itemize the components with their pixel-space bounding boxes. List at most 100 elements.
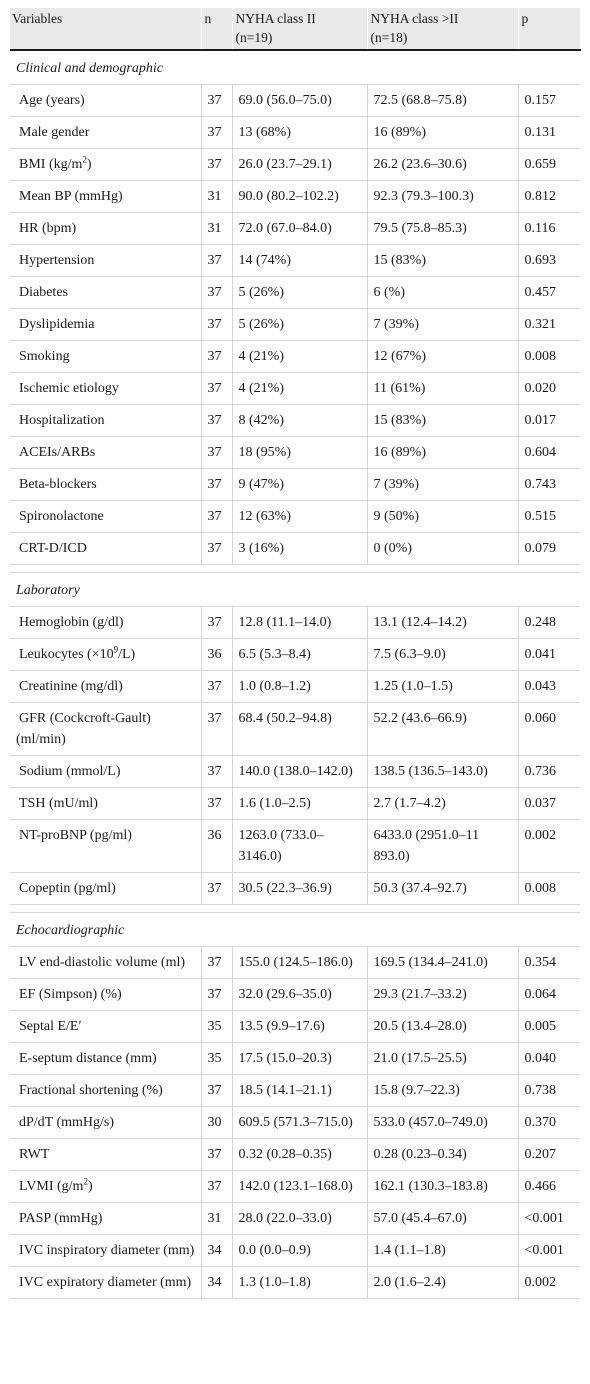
row-label: PASP (mmHg) [10, 1202, 202, 1235]
row-label: NT-proBNP (pg/ml) [10, 819, 202, 873]
table-row: Dyslipidemia 37 5 (26%) 7 (39%) 0.321 [10, 308, 580, 341]
cell-nyha-class-2: 13 (68%) [232, 116, 368, 149]
table-row: Copeptin (pg/ml) 37 30.5 (22.3–36.9) 50.3 (… [10, 872, 580, 905]
row-label-text: PASP (mmHg) [19, 1211, 103, 1226]
row-label-text: Ischemic etiology [19, 381, 119, 396]
table-row: Smoking 37 4 (21%) 12 (67%) 0.008 [10, 340, 580, 373]
cell-nyha-class-2: 26.0 (23.7–29.1) [232, 148, 368, 181]
cell-p-value: 0.207 [518, 1138, 580, 1171]
row-label: Dyslipidemia [10, 308, 202, 341]
cell-p-value: 0.002 [518, 1266, 580, 1299]
cell-nyha-class-2: 30.5 (22.3–36.9) [232, 872, 368, 905]
cell-p-value: 0.064 [518, 978, 580, 1011]
row-label-text: LVMI (g/m [19, 1179, 84, 1194]
table-row: GFR (Cockcroft-Gault) (ml/min) 37 68.4 (50… [10, 702, 580, 756]
table-row: Creatinine (mg/dl) 37 1.0 (0.8–1.2) 1.25 (1… [10, 670, 580, 703]
row-label-text: ACEIs/ARBs [19, 445, 96, 460]
row-label-superscript: 9 [113, 644, 119, 655]
row-label: Creatinine (mg/dl) [10, 670, 202, 703]
cell-nyha-class-3: 21.0 (17.5–25.5) [367, 1042, 519, 1075]
table-row: Hypertension 37 14 (74%) 15 (83%) 0.693 [10, 244, 580, 277]
cell-nyha-class-2: 1.6 (1.0–2.5) [232, 787, 368, 820]
table-header: Variables n NYHA class II (n=19) NYHA cla… [10, 8, 581, 51]
cell-nyha-class-2: 1263.0 (733.0–3146.0) [232, 819, 368, 873]
row-label: Beta-blockers [10, 468, 202, 501]
row-label: ACEIs/ARBs [10, 436, 202, 469]
cell-n: 36 [201, 638, 233, 671]
cell-nyha-class-3: 0 (0%) [367, 532, 519, 565]
row-label-text: Age (years) [19, 93, 85, 108]
row-label: Sodium (mmol/L) [10, 755, 202, 788]
row-label: Ischemic etiology [10, 372, 202, 405]
row-label: IVC expiratory diameter (mm) [10, 1266, 202, 1299]
cell-n: 37 [201, 340, 233, 373]
cell-nyha-class-2: 69.0 (56.0–75.0) [232, 84, 368, 117]
section-title: Laboratory [10, 572, 580, 607]
cell-p-value: 0.002 [518, 819, 580, 873]
cell-nyha-class-3: 12 (67%) [367, 340, 519, 373]
cell-p-value: 0.659 [518, 148, 580, 181]
table-row: Diabetes 37 5 (26%) 6 (%) 0.457 [10, 276, 580, 309]
cell-n: 37 [201, 116, 233, 149]
row-label-text: HR (bpm) [19, 221, 77, 236]
cell-nyha-class-2: 140.0 (138.0–142.0) [232, 755, 368, 788]
cell-nyha-class-3: 52.2 (43.6–66.9) [367, 702, 519, 756]
cell-nyha-class-3: 15 (83%) [367, 404, 519, 437]
cell-nyha-class-3: 7.5 (6.3–9.0) [367, 638, 519, 671]
cell-nyha-class-2: 0.32 (0.28–0.35) [232, 1138, 368, 1171]
row-label: LV end-diastolic volume (ml) [10, 946, 202, 979]
cell-nyha-class-3: 6 (%) [367, 276, 519, 309]
cell-nyha-class-3: 13.1 (12.4–14.2) [367, 606, 519, 639]
header-nyha-class-3-title: NYHA class >II [370, 11, 459, 26]
table-row: Age (years) 37 69.0 (56.0–75.0) 72.5 (68.8–… [10, 84, 580, 117]
cell-n: 35 [201, 1010, 233, 1043]
row-label-text: BMI (kg/m [19, 157, 83, 172]
cell-n: 34 [201, 1266, 233, 1299]
table-row: NT-proBNP (pg/ml) 36 1263.0 (733.0–3146.0)… [10, 819, 580, 873]
table-row: TSH (mU/ml) 37 1.6 (1.0–2.5) 2.7 (1.7–4.2) 0… [10, 787, 580, 820]
cell-p-value: 0.043 [518, 670, 580, 703]
cell-nyha-class-2: 1.3 (1.0–1.8) [232, 1266, 368, 1299]
row-label-text: dP/dT (mmHg/s) [19, 1115, 115, 1130]
cell-p-value: 0.457 [518, 276, 580, 309]
cell-nyha-class-3: 15.8 (9.7–22.3) [367, 1074, 519, 1107]
row-label: Spironolactone [10, 500, 202, 533]
cell-p-value: 0.008 [518, 340, 580, 373]
table-row: LVMI (g/m2) 37 142.0 (123.1–168.0) 162.1 (1… [10, 1170, 580, 1203]
cell-p-value: 0.020 [518, 372, 580, 405]
header-nyha-class-2-title: NYHA class II [235, 11, 316, 26]
row-label-text: Hospitalization [19, 413, 105, 428]
header-nyha-class-3-count: (n=18) [370, 30, 408, 45]
cell-n: 34 [201, 1234, 233, 1267]
cell-p-value: 0.515 [518, 500, 580, 533]
row-label: Hemoglobin (g/dl) [10, 606, 202, 639]
row-label-text: Septal E/E′ [19, 1019, 82, 1034]
table-row: Septal E/E′ 35 13.5 (9.9–17.6) 20.5 (13.4–2… [10, 1010, 580, 1043]
cell-n: 37 [201, 606, 233, 639]
cell-nyha-class-2: 72.0 (67.0–84.0) [232, 212, 368, 245]
row-label: Septal E/E′ [10, 1010, 202, 1043]
row-label-text: LV end-diastolic volume (ml) [19, 955, 186, 970]
cell-nyha-class-3: 1.4 (1.1–1.8) [367, 1234, 519, 1267]
cell-nyha-class-3: 169.5 (134.4–241.0) [367, 946, 519, 979]
cell-n: 37 [201, 978, 233, 1011]
row-label-text: RWT [19, 1147, 50, 1162]
cell-p-value: <0.001 [518, 1234, 580, 1267]
row-label-superscript: 2 [83, 1176, 88, 1187]
cell-n: 37 [201, 1074, 233, 1107]
cell-nyha-class-2: 3 (16%) [232, 532, 368, 565]
cell-nyha-class-2: 14 (74%) [232, 244, 368, 277]
cell-p-value: 0.743 [518, 468, 580, 501]
table-row: RWT 37 0.32 (0.28–0.35) 0.28 (0.23–0.34) 0.2… [10, 1138, 580, 1171]
cell-p-value: 0.604 [518, 436, 580, 469]
cell-nyha-class-2: 5 (26%) [232, 276, 368, 309]
row-label-suffix: ) [86, 157, 92, 172]
cell-p-value: 0.017 [518, 404, 580, 437]
table-body: Clinical and demographic Age (years) 37 69.… [10, 50, 580, 1299]
spacer-cell [10, 564, 580, 573]
table-row: EF (Simpson) (%) 37 32.0 (29.6–35.0) 29.3 (… [10, 978, 580, 1011]
row-label-text: Creatinine (mg/dl) [19, 679, 123, 694]
cell-nyha-class-2: 142.0 (123.1–168.0) [232, 1170, 368, 1203]
cell-nyha-class-3: 29.3 (21.7–33.2) [367, 978, 519, 1011]
cell-nyha-class-2: 5 (26%) [232, 308, 368, 341]
